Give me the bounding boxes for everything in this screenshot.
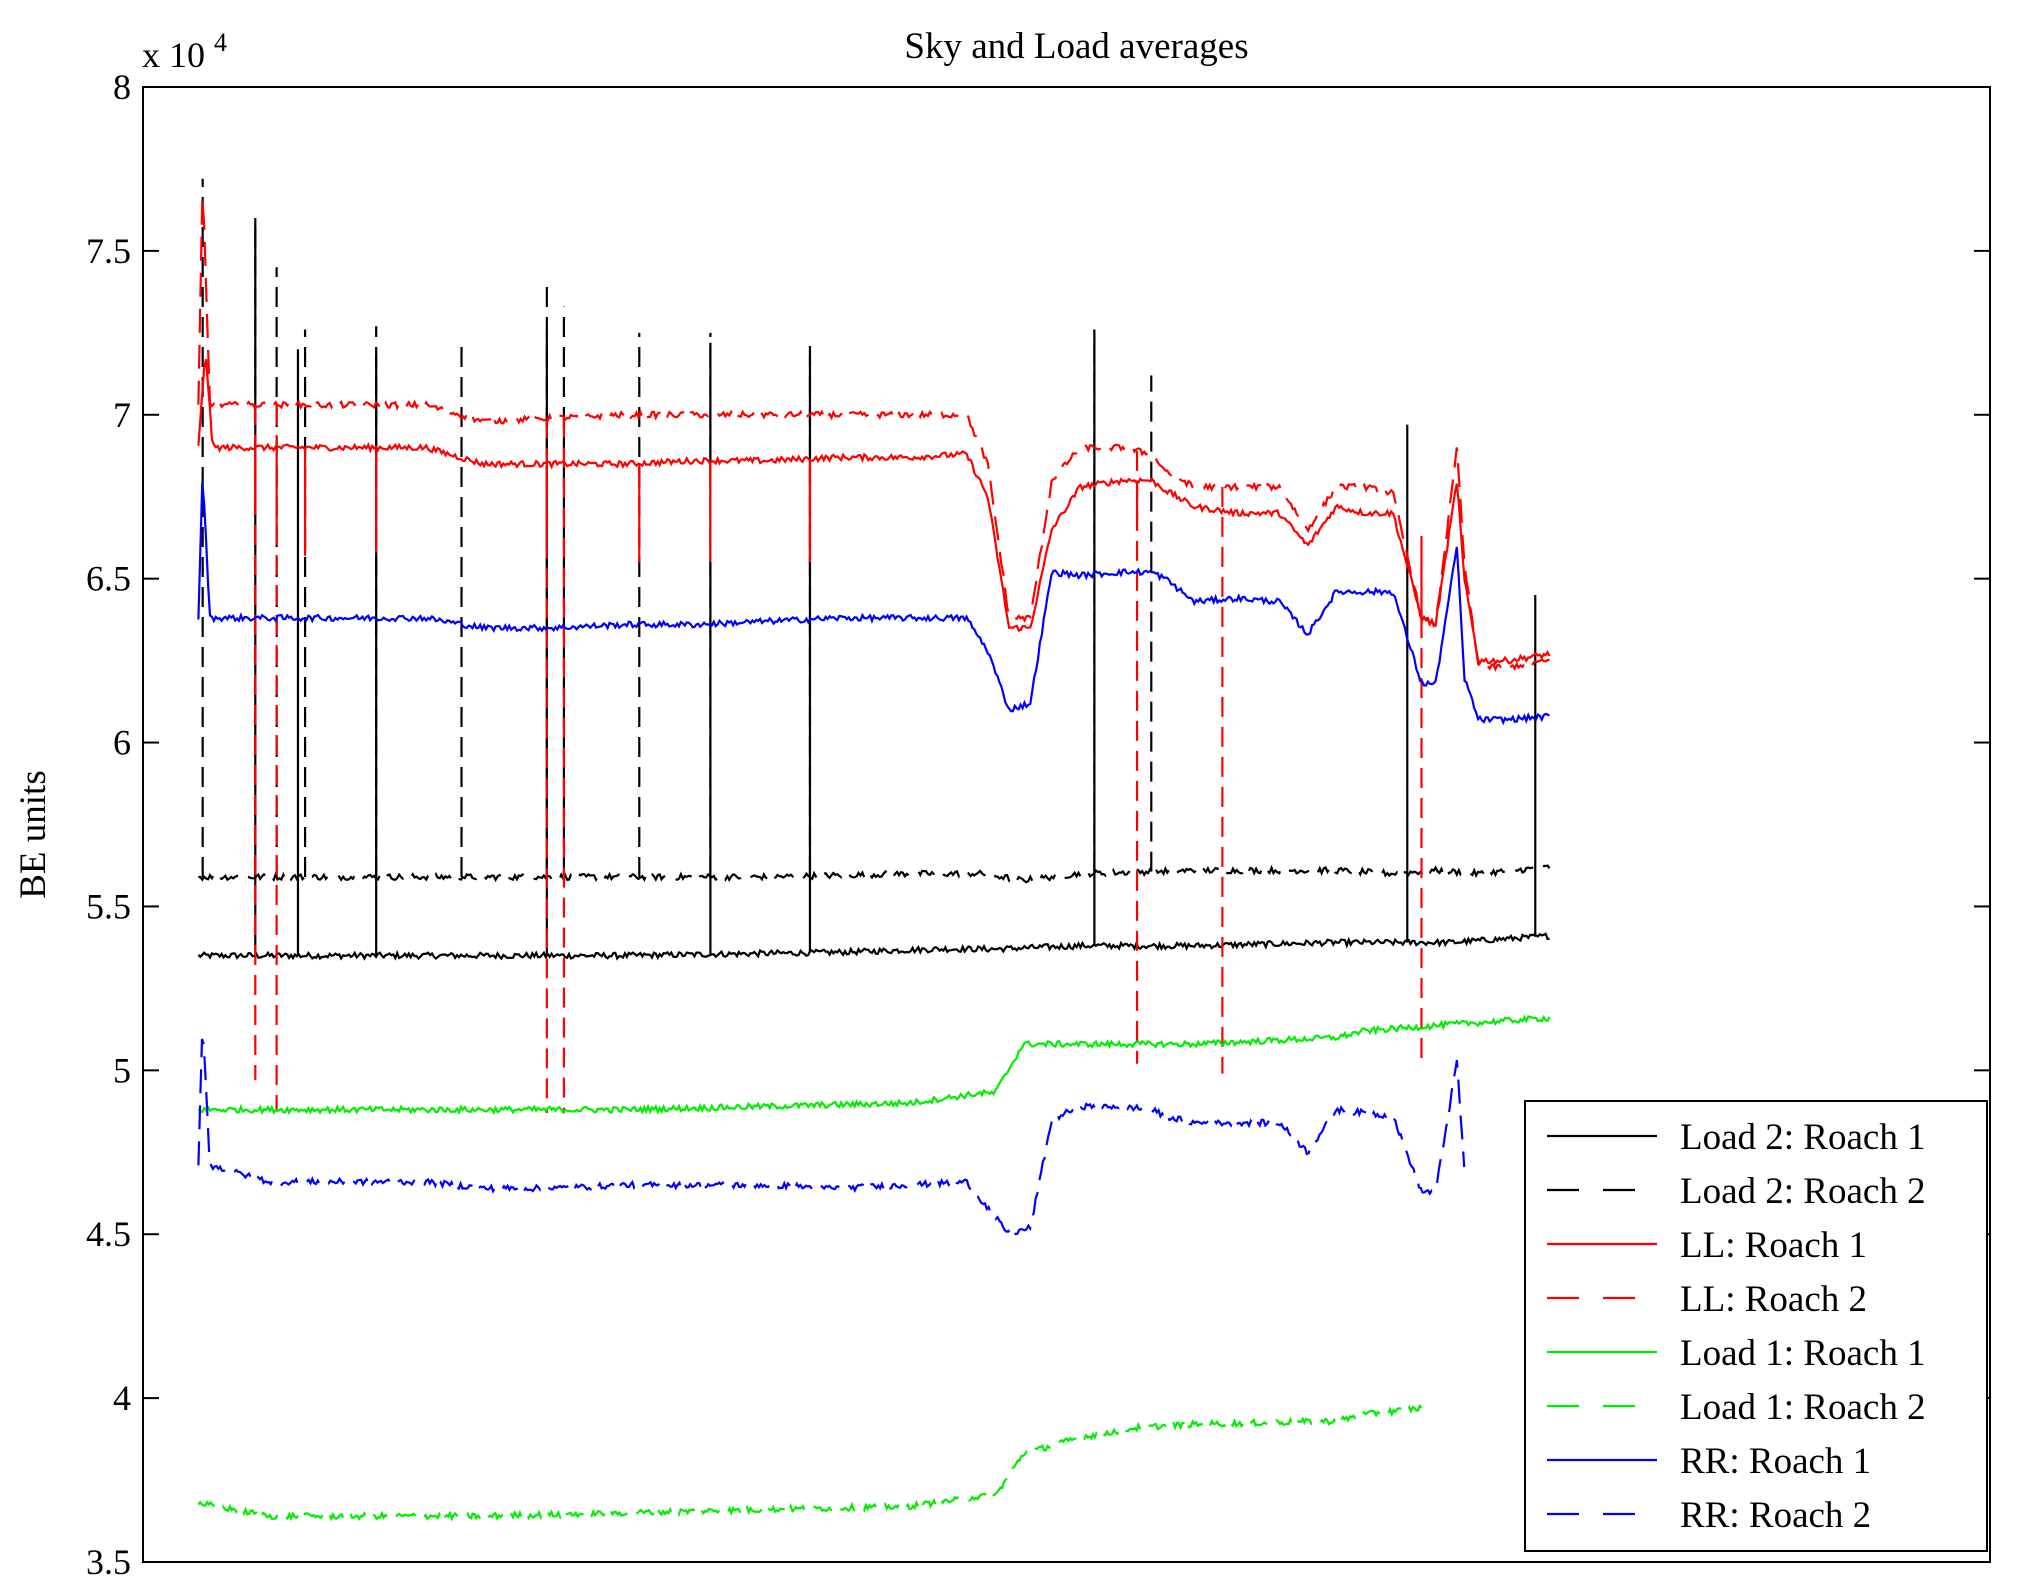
- series-path: [197, 1403, 1423, 1522]
- series-path: [197, 932, 1550, 961]
- y-tick-label: 7: [113, 395, 131, 435]
- series-path: [197, 481, 1550, 726]
- y-tick-label: 4: [113, 1378, 131, 1418]
- y-tick-label: 6.5: [86, 559, 131, 599]
- legend-entry-label: LL: Roach 2: [1680, 1279, 1867, 1320]
- y-axis-label: BE units: [13, 770, 54, 899]
- series-line-ll-roach-2: [197, 197, 1550, 1113]
- series-path: [197, 358, 1551, 666]
- y-tick-label: 7.5: [86, 231, 131, 271]
- series-line-rr-roach-2: [197, 1038, 1466, 1238]
- series-line-load-2-roach-2: [198, 178, 1551, 884]
- y-multiplier-label: x 10 4: [142, 28, 227, 75]
- series-line-load-2-roach-1: [197, 218, 1550, 961]
- y-multiplier-exponent: 4: [214, 28, 227, 57]
- legend-box: [1524, 1100, 1988, 1552]
- series-path: [197, 1014, 1551, 1116]
- y-tick-label: 8: [113, 67, 131, 107]
- y-tick-label: 5.5: [86, 886, 131, 926]
- series-line-ll-roach-1: [197, 358, 1551, 666]
- series-path: [198, 864, 1551, 884]
- y-tick-label: 6: [113, 723, 131, 763]
- series-line-load-1-roach-2: [197, 1403, 1423, 1522]
- series-path: [197, 1038, 1466, 1238]
- series-path: [197, 197, 1550, 672]
- legend-entry-label: Load 2: Roach 1: [1680, 1117, 1926, 1158]
- legend-entry-label: Load 2: Roach 2: [1680, 1171, 1926, 1212]
- y-axis-ticks: 3.5 4 4.5 5 5.5 6 6.5 7 7.5 8: [86, 67, 1990, 1582]
- legend: Load 2: Roach 1 Load 2: Roach 2 LL: Roach …: [1524, 1100, 1988, 1552]
- legend-entry-label: LL: Roach 1: [1680, 1225, 1867, 1266]
- series-line-load-1-roach-1: [197, 1014, 1551, 1116]
- legend-entry-label: RR: Roach 1: [1680, 1441, 1871, 1482]
- y-tick-label: 4.5: [86, 1214, 131, 1254]
- legend-entry-label: Load 1: Roach 2: [1680, 1387, 1926, 1428]
- series-layer: [197, 178, 1551, 1522]
- legend-entry-label: RR: Roach 2: [1680, 1495, 1871, 1536]
- series-line-rr-roach-1: [197, 481, 1550, 726]
- plot-area-frame: [142, 86, 1991, 1563]
- legend-entry-label: Load 1: Roach 1: [1680, 1333, 1926, 1374]
- y-tick-label: 3.5: [86, 1542, 131, 1582]
- y-tick-label: 5: [113, 1050, 131, 1090]
- y-multiplier-base: x 10: [142, 35, 205, 75]
- chart-title: Sky and Load averages: [904, 26, 1248, 67]
